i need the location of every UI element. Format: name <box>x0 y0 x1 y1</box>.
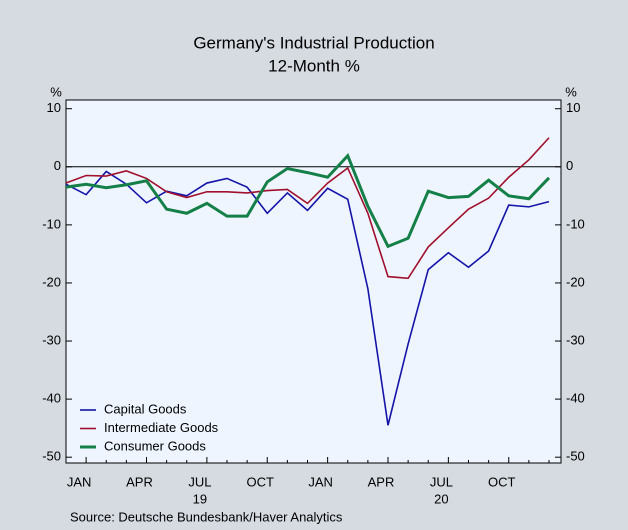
y2-tick-label: -20 <box>566 274 585 289</box>
y2-tick-label: 0 <box>566 158 573 173</box>
y-tick-label: 10 <box>47 100 61 115</box>
x-tick-label: APR <box>126 474 153 489</box>
y2-tick-label: 10 <box>566 100 580 115</box>
x-year-label: 20 <box>434 491 448 506</box>
y-tick-label: -50 <box>42 449 61 464</box>
source: Source: Deutsche Bundesbank/Haver Analyt… <box>70 509 343 524</box>
plot-area <box>65 99 562 464</box>
y-tick-label: -30 <box>42 332 61 347</box>
y-tick-label: -20 <box>42 274 61 289</box>
y2-tick-label: -10 <box>566 216 585 231</box>
x-year-label: 19 <box>193 491 207 506</box>
x-tick-label: OCT <box>247 474 275 489</box>
series-line <box>65 153 551 249</box>
x-tick-label: APR <box>368 474 395 489</box>
legend-label: Intermediate Goods <box>104 420 219 435</box>
legend-label: Consumer Goods <box>104 438 206 453</box>
y2-tick-label: -50 <box>566 449 585 464</box>
y-tick-label: 0 <box>54 158 61 173</box>
chart-title: Germany's Industrial Production <box>193 33 434 52</box>
y-tick-label: -40 <box>42 391 61 406</box>
series-line <box>65 137 550 280</box>
chart-subtitle: 12-Month % <box>268 56 360 75</box>
x-tick-label: JUL <box>430 474 453 489</box>
legend-label: Capital Goods <box>104 401 187 416</box>
y2-tick-label: -40 <box>566 391 585 406</box>
x-tick-label: JUL <box>188 474 211 489</box>
series-line <box>65 170 550 426</box>
x-tick-label: JAN <box>308 474 333 489</box>
y-tick-label: -10 <box>42 216 61 231</box>
y2-tick-label: -30 <box>566 332 585 347</box>
y-unit-label: % <box>50 84 62 99</box>
x-tick-label: JAN <box>67 474 92 489</box>
x-tick-label: OCT <box>488 474 516 489</box>
y2-unit-label: % <box>565 84 577 99</box>
